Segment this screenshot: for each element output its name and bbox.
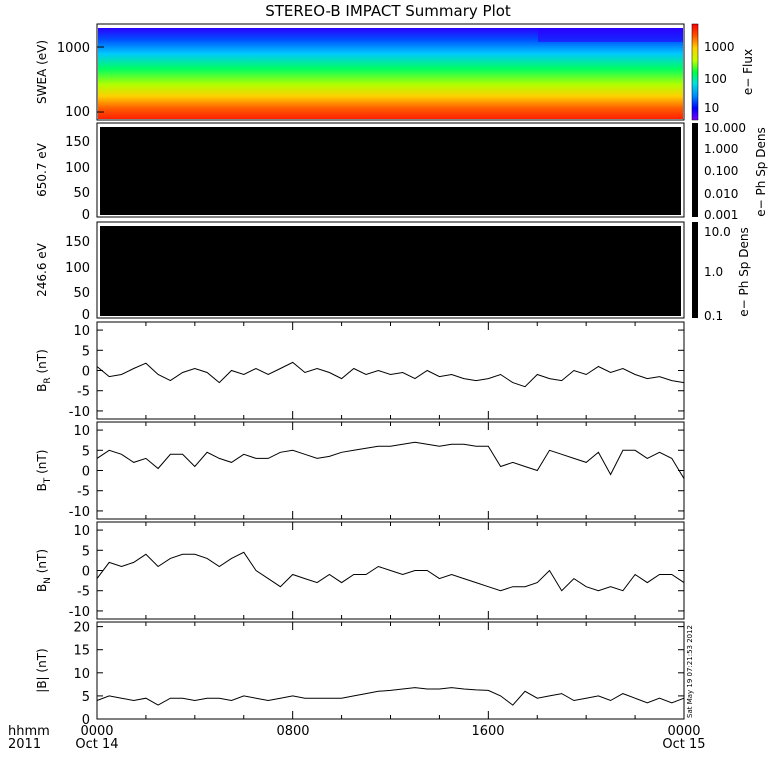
pad246-ytick: 50: [73, 286, 90, 301]
plot-title: STEREO-B IMPACT Summary Plot: [265, 2, 511, 20]
bmag-ylabel: |B| (nT): [35, 648, 49, 692]
x-tick-label: 0000: [80, 724, 113, 739]
x-tick-label: 0000: [667, 724, 700, 739]
pad650-ytick: 150: [65, 135, 90, 150]
pad650-colorbar: [692, 123, 698, 217]
br-ytick-label: -5: [77, 385, 90, 400]
bmag-ytick-label: 15: [73, 644, 90, 659]
bn-series-line: [96, 551, 685, 592]
br-frame: [96, 321, 685, 420]
swea-cbar-tick: 1000: [704, 40, 735, 54]
x-axis: hhmm 2011 0000 Oct 14 0800 1600 0000 Oct…: [8, 724, 706, 752]
bn-ytick-label: -10: [69, 605, 90, 620]
pad246-ytick: 150: [65, 235, 90, 250]
bn-ytick-label: 5: [82, 544, 90, 559]
br-series-line: [96, 361, 685, 388]
pad650-cbar-tick: 0.100: [704, 164, 738, 178]
swea-colorbar: [691, 23, 699, 121]
bn-ytick-label: 10: [73, 524, 90, 539]
pad650-ylabel: 650.7 eV: [35, 142, 49, 197]
bt-ytick-label: 10: [73, 424, 90, 439]
bmag-ytick-label: 0: [82, 713, 90, 728]
swea-cbar-tick: 100: [704, 72, 727, 86]
bt-ytick-label: 0: [82, 465, 90, 480]
pad650-ytick: 100: [65, 161, 90, 176]
bmag-ytick-label: 10: [73, 667, 90, 682]
bn-ylabel: BN (nT): [35, 549, 53, 592]
timestamp: Sat May 19 07:21:53 2012: [686, 625, 694, 718]
bmag-frame: [96, 621, 685, 720]
swea-panel: 1000 100 SWEA (eV) 1000 100 10 e− Flux: [35, 23, 755, 121]
swea-spectrogram-upper-shift: [538, 28, 683, 42]
swea-cbar-label: e− Flux: [741, 49, 755, 95]
bt-ytick-label: -5: [77, 485, 90, 500]
pad246-cbar-tick: 10.0: [704, 225, 731, 239]
br-ytick-label: 10: [73, 324, 90, 339]
pad650-ytick: 50: [73, 186, 90, 201]
x-tick-date: Oct 15: [662, 737, 705, 752]
br-ylabel: BR (nT): [35, 349, 53, 392]
bn-ytick-label: -5: [77, 585, 90, 600]
bmag-ytick-label: 20: [73, 621, 90, 636]
swea-cbar-tick: 10: [704, 101, 719, 115]
x-axis-label-year: 2011: [8, 737, 41, 752]
x-tick-label: 1600: [471, 724, 504, 739]
pad650-panel: 150 100 50 0 650.7 eV 10.000 1.000 0.100…: [35, 121, 768, 223]
swea-ylabel: SWEA (eV): [35, 40, 49, 104]
x-tick-label: 0800: [276, 724, 309, 739]
pad246-ylabel: 246.6 eV: [35, 242, 49, 297]
pad246-cbar-tick: 1.0: [704, 265, 723, 279]
pad650-ytick: 0: [82, 208, 90, 223]
x-tick-date: Oct 14: [75, 737, 118, 752]
pad246-colorbar: [692, 222, 698, 318]
pad246-cbar-tick: 0.1: [704, 309, 723, 323]
pad246-cbar-label: e− Ph Sp Dens: [737, 227, 751, 316]
pad650-cbar-tick: 1.000: [704, 142, 738, 156]
br-ytick-label: 0: [82, 365, 90, 380]
pad650-heatmap: [100, 127, 681, 215]
bn-ytick-label: 0: [82, 565, 90, 580]
bt-ytick-label: -10: [69, 505, 90, 520]
br-ytick-label: -10: [69, 405, 90, 420]
bt-ylabel: BT (nT): [35, 450, 53, 492]
br-ytick-label: 5: [82, 344, 90, 359]
x-axis-label-hhmm: hhmm: [8, 724, 50, 739]
pad650-cbar-tick: 0.010: [704, 187, 738, 201]
line-panels: 10 5 0 -5 -10 BR (nT) 10 5 0 -5 -10 BT (nT) 10 5 0 -5 -1…: [35, 321, 685, 728]
bmag-ytick-label: 5: [82, 690, 90, 705]
pad246-ytick: 0: [82, 308, 90, 323]
pad650-cbar-label: e− Ph Sp Dens: [754, 127, 768, 216]
bt-series-line: [96, 441, 685, 479]
swea-ytick-1000: 1000: [57, 41, 90, 56]
bt-frame: [96, 421, 685, 520]
pad650-cbar-tick: 0.001: [704, 208, 738, 222]
pad246-panel: 150 100 50 0 246.6 eV 10.0 1.0 0.1 e− Ph…: [35, 221, 751, 323]
pad246-ytick: 100: [65, 261, 90, 276]
pad650-cbar-tick: 10.000: [704, 121, 746, 135]
bmag-series-line: [96, 687, 685, 706]
swea-spectrogram: [98, 28, 683, 119]
bt-ytick-label: 5: [82, 444, 90, 459]
pad246-heatmap: [100, 226, 681, 316]
swea-ytick-100: 100: [65, 105, 90, 120]
